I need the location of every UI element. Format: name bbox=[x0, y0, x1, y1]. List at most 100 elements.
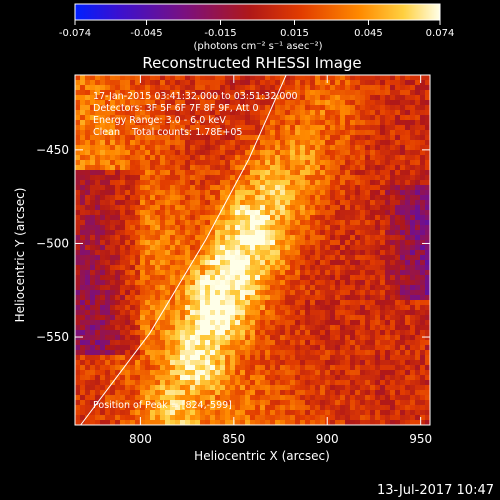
heatmap-cell bbox=[120, 395, 126, 401]
heatmap-cell bbox=[390, 305, 396, 311]
heatmap-cell bbox=[150, 260, 156, 266]
heatmap-cell bbox=[265, 345, 271, 351]
heatmap-cell bbox=[235, 405, 241, 411]
heatmap-cell bbox=[280, 395, 286, 401]
heatmap-cell bbox=[405, 140, 411, 146]
heatmap-cell bbox=[150, 200, 156, 206]
heatmap-cell bbox=[195, 365, 201, 371]
heatmap-cell bbox=[365, 185, 371, 191]
heatmap-cell bbox=[210, 125, 216, 131]
heatmap-cell bbox=[330, 365, 336, 371]
heatmap-cell bbox=[260, 85, 266, 91]
heatmap-cell bbox=[320, 185, 326, 191]
heatmap-cell bbox=[80, 175, 86, 181]
heatmap-cell bbox=[375, 405, 381, 411]
heatmap-cell bbox=[205, 305, 211, 311]
heatmap-cell bbox=[185, 145, 191, 151]
heatmap-cell bbox=[175, 105, 181, 111]
heatmap-cell bbox=[205, 285, 211, 291]
heatmap-cell bbox=[90, 255, 96, 261]
heatmap-cell bbox=[270, 320, 276, 326]
heatmap-cell bbox=[160, 175, 166, 181]
heatmap-cell bbox=[95, 105, 101, 111]
heatmap-cell bbox=[275, 415, 281, 421]
heatmap-cell bbox=[355, 185, 361, 191]
heatmap-cell bbox=[170, 390, 176, 396]
heatmap-cell bbox=[360, 300, 366, 306]
heatmap-cell bbox=[360, 150, 366, 156]
heatmap-cell bbox=[120, 265, 126, 271]
heatmap-cell bbox=[405, 370, 411, 376]
heatmap-cell bbox=[140, 130, 146, 136]
heatmap-cell bbox=[235, 350, 241, 356]
heatmap-cell bbox=[120, 105, 126, 111]
heatmap-cell bbox=[350, 340, 356, 346]
heatmap-cell bbox=[385, 105, 391, 111]
heatmap-cell bbox=[220, 95, 226, 101]
heatmap-cell bbox=[360, 340, 366, 346]
heatmap-cell bbox=[385, 145, 391, 151]
heatmap-cell bbox=[155, 270, 161, 276]
heatmap-cell bbox=[215, 75, 221, 81]
heatmap-cell bbox=[380, 185, 386, 191]
heatmap-cell bbox=[245, 315, 251, 321]
heatmap-cell bbox=[405, 330, 411, 336]
heatmap-cell bbox=[300, 115, 306, 121]
heatmap-cell bbox=[290, 180, 296, 186]
heatmap-cell bbox=[140, 105, 146, 111]
heatmap-cell bbox=[220, 315, 226, 321]
heatmap-cell bbox=[170, 330, 176, 336]
heatmap-cell bbox=[340, 190, 346, 196]
heatmap-cell bbox=[245, 230, 251, 236]
heatmap-cell bbox=[340, 390, 346, 396]
heatmap-cell bbox=[210, 205, 216, 211]
heatmap-cell bbox=[265, 340, 271, 346]
heatmap-cell bbox=[100, 140, 106, 146]
heatmap-cell bbox=[320, 215, 326, 221]
heatmap-cell bbox=[135, 160, 141, 166]
heatmap-cell bbox=[235, 165, 241, 171]
heatmap-cell bbox=[410, 195, 416, 201]
heatmap-cell bbox=[250, 230, 256, 236]
heatmap-cell bbox=[280, 355, 286, 361]
heatmap-cell bbox=[190, 80, 196, 86]
heatmap-cell bbox=[315, 305, 321, 311]
heatmap-cell bbox=[225, 340, 231, 346]
heatmap-cell bbox=[340, 210, 346, 216]
heatmap-cell bbox=[410, 305, 416, 311]
heatmap-cell bbox=[240, 300, 246, 306]
heatmap-cell bbox=[105, 235, 111, 241]
heatmap-cell bbox=[145, 210, 151, 216]
heatmap-cell bbox=[215, 275, 221, 281]
heatmap-cell bbox=[260, 250, 266, 256]
heatmap-cell bbox=[415, 340, 421, 346]
heatmap-cell bbox=[80, 315, 86, 321]
heatmap-cell bbox=[245, 375, 251, 381]
heatmap-cell bbox=[325, 350, 331, 356]
heatmap-cell bbox=[85, 300, 91, 306]
heatmap-cell bbox=[375, 370, 381, 376]
heatmap-cell bbox=[135, 260, 141, 266]
heatmap-cell bbox=[115, 195, 121, 201]
heatmap-cell bbox=[390, 205, 396, 211]
heatmap-cell bbox=[175, 340, 181, 346]
heatmap-cell bbox=[75, 225, 81, 231]
heatmap-cell bbox=[425, 85, 430, 91]
heatmap-cell bbox=[275, 135, 281, 141]
heatmap-cell bbox=[390, 210, 396, 216]
heatmap-cell bbox=[380, 305, 386, 311]
heatmap-cell bbox=[165, 165, 171, 171]
heatmap-cell bbox=[365, 380, 371, 386]
heatmap-cell bbox=[110, 295, 116, 301]
heatmap-cell bbox=[425, 200, 430, 206]
heatmap-cell bbox=[245, 275, 251, 281]
heatmap-cell bbox=[135, 325, 141, 331]
heatmap-cell bbox=[135, 140, 141, 146]
heatmap-cell bbox=[95, 320, 101, 326]
heatmap-cell bbox=[410, 120, 416, 126]
heatmap-cell bbox=[350, 365, 356, 371]
heatmap-cell bbox=[310, 350, 316, 356]
heatmap-cell bbox=[155, 355, 161, 361]
heatmap-cell bbox=[400, 285, 406, 291]
heatmap-cell bbox=[325, 315, 331, 321]
